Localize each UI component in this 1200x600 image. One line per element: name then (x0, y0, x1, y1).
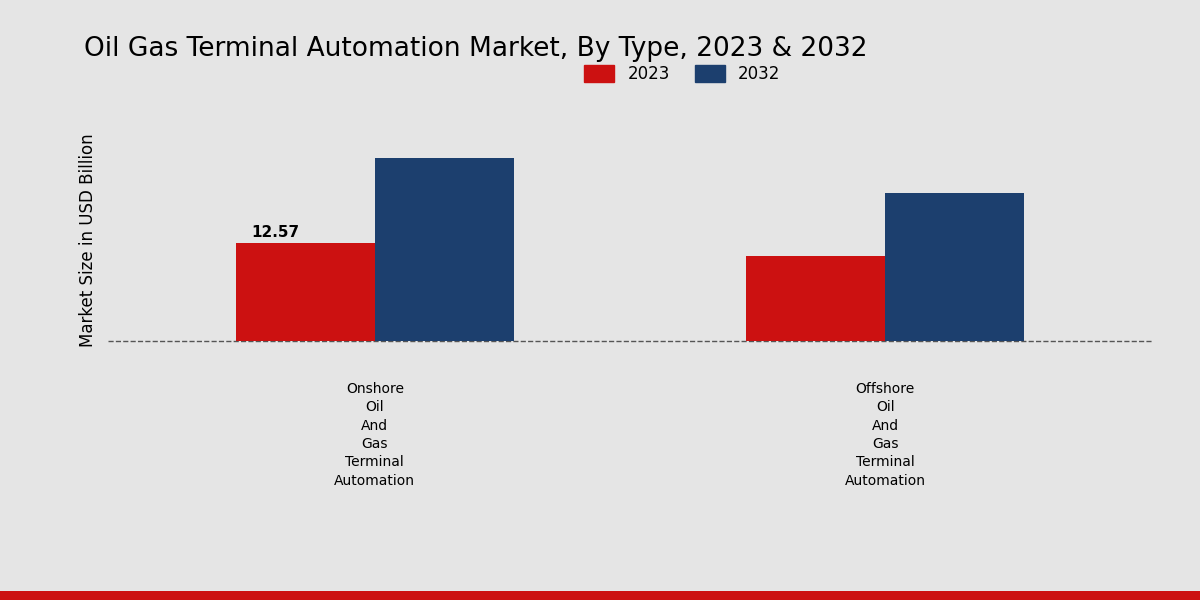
Text: Oil Gas Terminal Automation Market, By Type, 2023 & 2032: Oil Gas Terminal Automation Market, By T… (84, 36, 868, 62)
Bar (886, 193, 1025, 341)
Legend: 2023, 2032: 2023, 2032 (577, 58, 787, 90)
Text: 12.57: 12.57 (251, 225, 300, 240)
Y-axis label: Market Size in USD Billion: Market Size in USD Billion (79, 133, 97, 347)
Bar (235, 244, 374, 341)
Bar (746, 256, 886, 341)
Bar (374, 158, 514, 341)
